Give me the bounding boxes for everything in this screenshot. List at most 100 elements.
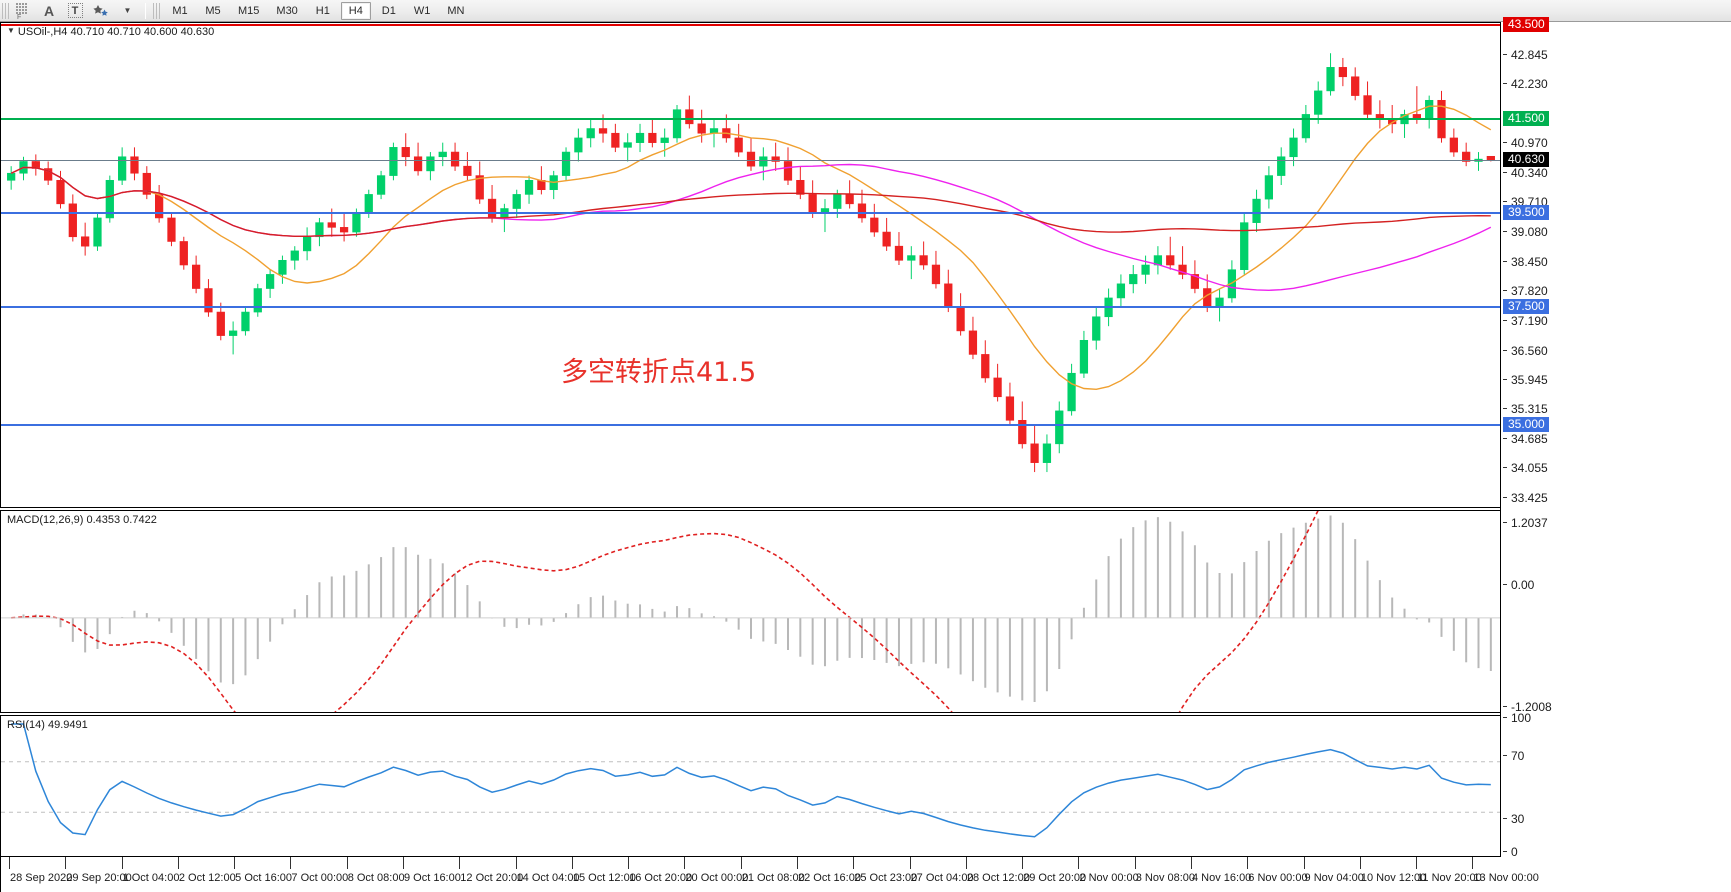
price-scale[interactable]: 43.500 42.845 42.230 41.500 40.970 40.630 40.3… [1500,16,1731,859]
collapse-caret-icon[interactable]: ▼ [7,26,15,35]
rsi-tick-70: 70 [1501,749,1731,763]
timeframe-m1[interactable]: M1 [165,2,195,20]
tick-dash [1503,142,1507,144]
tick-dash [1503,851,1507,852]
timeframe-mn[interactable]: MN [440,2,471,20]
ma-line [10,166,1491,237]
tick-label: 38.450 [1511,254,1548,269]
time-tick [65,857,67,869]
price-tag-41-500: 41.500 [1503,110,1549,126]
time-axis-label: 4 Nov 16:00 [1191,872,1252,884]
tick-dash [1503,467,1507,469]
time-tick [290,857,292,869]
price-tag-35-000: 35.000 [1503,416,1549,432]
time-tick [965,857,967,869]
rsi-pane[interactable]: RSI(14) 49.9491 [0,715,1500,857]
macd-plot [1,511,1500,712]
objects-icon[interactable] [88,1,114,21]
macd-pane[interactable]: MACD(12,26,9) 0.4353 0.7422 [0,510,1500,713]
tick-label: 100 [1511,711,1532,725]
timeframe-m15[interactable]: M15 [231,2,266,20]
time-axis-label: 2 Nov 00:00 [1079,872,1139,884]
price-tick-35-945: 35.945 [1501,373,1731,387]
level-line-35-000[interactable] [1,423,1500,426]
price-pane[interactable]: ▼ USOil-,H4 40.710 40.710 40.600 40.630 多… [0,22,1500,508]
time-axis-label: 10 Nov 12:00 [1360,872,1427,884]
price-tick-42-845: 42.845 [1501,48,1731,62]
timeframe-m30[interactable]: M30 [269,2,304,20]
level-line-37-500[interactable] [1,305,1500,308]
tick-dash [1503,755,1507,756]
time-axis-label: 9 Nov 04:00 [1304,872,1364,884]
time-axis-label: 11 Nov 20:00 [1417,872,1482,884]
price-tick-37-820: 37.820 [1501,284,1731,298]
level-line-40-630[interactable] [1,159,1500,161]
timeframe-m5[interactable]: M5 [198,2,228,20]
rsi-line [11,723,1491,838]
timeframe-grip[interactable] [153,2,161,19]
tick-label: 39.080 [1511,225,1548,239]
tick-dash [1503,378,1507,380]
time-axis-label: 9 Oct 16:00 [403,872,461,884]
time-tick [1303,857,1305,869]
time-tick [346,857,348,869]
level-line-39-500[interactable] [1,211,1500,214]
tick-label: 33.425 [1511,491,1548,506]
time-tick [853,857,855,869]
timeframe-h4[interactable]: H4 [340,1,371,20]
macd-tick-1: 0.00 [1501,578,1731,592]
svg-text:F: F [17,14,21,19]
toolbar-grip[interactable] [2,2,10,19]
tick-label: 0 [1511,845,1518,859]
rsi-plot [1,723,1500,838]
time-tick [234,857,236,869]
timeframe-label: M1 [172,4,188,17]
macd-tick-2: -1.2008 [1501,700,1731,714]
time-tick [121,857,123,869]
price-tick-34-685: 34.685 [1501,432,1731,446]
timeframe-h1[interactable]: H1 [308,2,338,20]
tick-label: 30 [1511,812,1525,826]
level-line-41-500[interactable] [1,117,1500,120]
price-tick-40-970: 40.970 [1501,136,1731,150]
tick-dash [1503,437,1507,439]
timeframe-d1[interactable]: D1 [374,2,404,20]
price-candles [7,53,1495,473]
chart-area: ▼ USOil-,H4 40.710 40.710 40.600 40.630 多… [0,16,1731,892]
timeframe-w1[interactable]: W1 [407,2,438,20]
time-tick [1359,857,1361,869]
time-tick [796,857,798,869]
time-axis-label: 3 Nov 08:00 [1135,872,1196,884]
timeframe-label: H1 [315,4,330,17]
price-tick-37-190: 37.190 [1501,314,1731,328]
timeframe-label: M30 [276,4,298,17]
time-tick [1134,857,1136,869]
text-label-glyph: T [67,3,83,18]
tick-label: 34.055 [1511,461,1548,476]
time-axis-label: 6 Nov 00:00 [1248,872,1308,884]
time-axis-label: 29 Oct 20:00 [1023,872,1087,884]
level-line-43-500[interactable] [1,23,1500,26]
timeframe-label: W1 [413,4,431,17]
time-axis-label: 2 Oct 12:00 [178,872,236,884]
tick-label: 1.2037 [1511,516,1548,530]
dropdown-caret-icon[interactable]: ▼ [114,1,140,21]
tick-dash [1503,522,1507,523]
time-tick [177,857,179,869]
macd-signal-line [11,511,1319,712]
time-axis-label: 7 Oct 00:00 [291,872,349,884]
tick-dash [1503,53,1507,55]
tick-label: 36.560 [1511,343,1548,358]
price-tick-42-230: 42.230 [1501,77,1731,91]
timeframe-group: M1 M5 M15 M30 H1 H4 D1 W1 MN [165,1,474,20]
time-axis-label: 29 Sep 20:00 [66,872,132,884]
time-axis: 28 Sep 2020 29 Sep 20:00 1 Oct 04:00 2 Oct … [0,857,1539,892]
time-tick [1472,857,1474,869]
text-a-icon[interactable]: A [36,1,62,21]
ma-line [10,105,1492,391]
text-label-icon[interactable]: T [62,1,88,21]
time-tick [909,857,911,869]
crosshair-f-icon[interactable]: F [10,1,36,21]
tick-dash [1503,408,1507,410]
